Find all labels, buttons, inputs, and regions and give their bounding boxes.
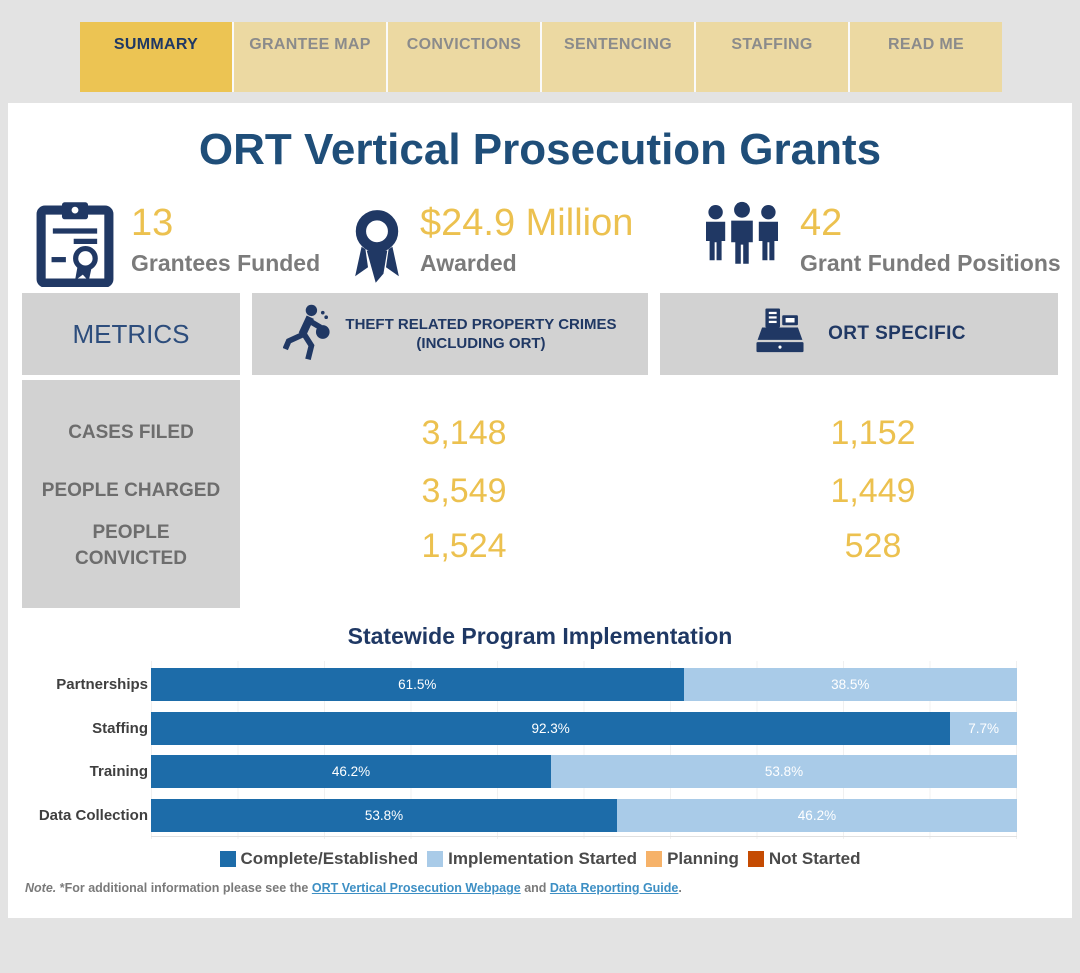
stat-grantees-funded: 13 Grantees Funded — [35, 201, 320, 292]
chart-bar-track: 61.5% 38.5% — [151, 668, 1017, 701]
tab-bar: SUMMARY GRANTEE MAP CONVICTIONS SENTENCING S… — [80, 22, 1002, 92]
metrics-label-column — [22, 380, 240, 608]
legend-item-not-started[interactable]: Not Started — [747, 849, 861, 869]
stat-label: Awarded — [420, 250, 517, 276]
metrics-header-cell: METRICS — [22, 293, 240, 375]
note-text-middle: and — [520, 881, 550, 895]
ort-specific-header-cell: ORT SPECIFIC — [660, 293, 1058, 375]
ort-webpage-link[interactable]: ORT Vertical Prosecution Webpage — [311, 881, 521, 895]
theft-crimes-header-line1: THEFT RELATED PROPERTY CRIMES — [345, 316, 617, 333]
legend-swatch — [747, 851, 764, 867]
stat-label: Grantees Funded — [131, 250, 321, 276]
tab-grantee-map[interactable]: GRANTEE MAP — [234, 22, 386, 92]
bar-segment-implementation-started[interactable]: 7.7% — [950, 712, 1017, 745]
chart-title: Statewide Program Implementation — [347, 623, 733, 649]
chart-category-label: Partnerships — [56, 676, 148, 693]
ort-specific-header-label: ORT SPECIFIC — [828, 323, 966, 344]
theft-crimes-header-cell: THEFT RELATED PROPERTY CRIMES (INCLUDING… — [252, 293, 648, 375]
legend-swatch — [219, 851, 236, 867]
note-text-before: *For additional information please see t… — [56, 881, 312, 895]
stat-value: $24.9 Million — [420, 202, 634, 244]
metrics-row-people-convicted: PEOPLE CONVICTED 1,524 528 — [22, 516, 1058, 576]
bar-segment-implementation-started[interactable]: 46.2% — [616, 799, 1017, 832]
tab-staffing[interactable]: STAFFING — [696, 22, 848, 92]
value-theft-related: 3,148 — [421, 413, 507, 452]
clipboard-certificate-icon — [35, 201, 115, 292]
chart-legend: Complete/Established Implementation Start… — [8, 849, 1072, 869]
legend-label: Complete/Established — [240, 849, 419, 868]
legend-swatch — [427, 851, 444, 867]
tab-read-me[interactable]: READ ME — [850, 22, 1002, 92]
data-reporting-guide-link[interactable]: Data Reporting Guide — [549, 881, 679, 895]
chart-category-label: Training — [89, 763, 148, 780]
stat-grant-funded-positions: 42 Grant Funded Positions — [700, 201, 1061, 286]
tab-convictions[interactable]: CONVICTIONS — [388, 22, 540, 92]
legend-item-implementation-started[interactable]: Implementation Started — [427, 849, 637, 869]
value-theft-related: 1,524 — [421, 526, 507, 565]
legend-label: Planning — [667, 849, 739, 868]
metrics-row-label: PEOPLE CHARGED — [41, 480, 221, 501]
stat-text: 42 Grant Funded Positions — [800, 201, 1061, 277]
legend-label: Implementation Started — [448, 849, 638, 868]
page-title: ORT Vertical Prosecution Grants — [198, 125, 882, 174]
metrics-row-label: CASES FILED — [68, 422, 194, 443]
bar-segment-implementation-started[interactable]: 38.5% — [683, 668, 1017, 701]
footnote: Note. *For additional information please… — [25, 881, 682, 895]
chart-category-label: Data Collection — [38, 807, 148, 824]
value-theft-related: 3,549 — [421, 471, 507, 510]
running-thief-icon — [283, 303, 333, 366]
legend-label: Not Started — [768, 849, 861, 868]
chart-row-training: Training 46.2% 53.8% — [8, 755, 1072, 788]
stat-text: 13 Grantees Funded — [131, 201, 320, 277]
value-ort-specific: 528 — [844, 526, 902, 565]
value-ort-specific: 1,152 — [830, 413, 916, 452]
bar-segment-complete-established[interactable]: 53.8% — [151, 799, 617, 832]
chart-category-label: Staffing — [92, 720, 148, 737]
stat-value: 42 — [800, 202, 843, 244]
bar-segment-complete-established[interactable]: 46.2% — [151, 755, 552, 788]
theft-crimes-header-line2: (INCLUDING ORT) — [416, 335, 546, 352]
stat-label: Grant Funded Positions — [800, 250, 1061, 276]
legend-item-complete-established[interactable]: Complete/Established — [219, 849, 419, 869]
bar-segment-implementation-started[interactable]: 53.8% — [551, 755, 1017, 788]
note-label: Note. — [25, 881, 57, 895]
chart-bar-track: 46.2% 53.8% — [151, 755, 1017, 788]
metrics-row-people-charged: PEOPLE CHARGED 3,549 1,449 — [22, 461, 1058, 521]
stat-awarded: $24.9 Million Awarded — [350, 201, 633, 292]
bar-segment-complete-established[interactable]: 61.5% — [151, 668, 684, 701]
chart-row-data-collection: Data Collection 53.8% 46.2% — [8, 799, 1072, 832]
note-suffix: . — [678, 881, 682, 895]
award-ribbon-icon — [350, 209, 404, 292]
legend-item-planning[interactable]: Planning — [646, 849, 739, 869]
cash-register-icon — [752, 307, 808, 362]
summary-card: ORT Vertical Prosecution Grants 13 Grante… — [8, 103, 1072, 918]
stat-value: 13 — [131, 202, 174, 244]
metrics-row-label: PEOPLE CONVICTED — [75, 522, 187, 569]
metrics-row-cases-filed: CASES FILED 3,148 1,152 — [22, 403, 1058, 463]
chart-axis-line — [151, 836, 1017, 837]
stat-text: $24.9 Million Awarded — [420, 201, 633, 277]
chart-bar-track: 92.3% 7.7% — [151, 712, 1017, 745]
legend-swatch — [646, 851, 663, 867]
bar-segment-complete-established[interactable]: 92.3% — [151, 712, 951, 745]
tab-sentencing[interactable]: SENTENCING — [542, 22, 694, 92]
chart-row-staffing: Staffing 92.3% 7.7% — [8, 712, 1072, 745]
metrics-header-label: METRICS — [72, 318, 190, 349]
chart-bar-track: 53.8% 46.2% — [151, 799, 1017, 832]
value-ort-specific: 1,449 — [830, 471, 916, 510]
tab-summary[interactable]: SUMMARY — [80, 22, 232, 92]
people-group-icon — [700, 201, 784, 286]
chart-row-partnerships: Partnerships 61.5% 38.5% — [8, 668, 1072, 701]
